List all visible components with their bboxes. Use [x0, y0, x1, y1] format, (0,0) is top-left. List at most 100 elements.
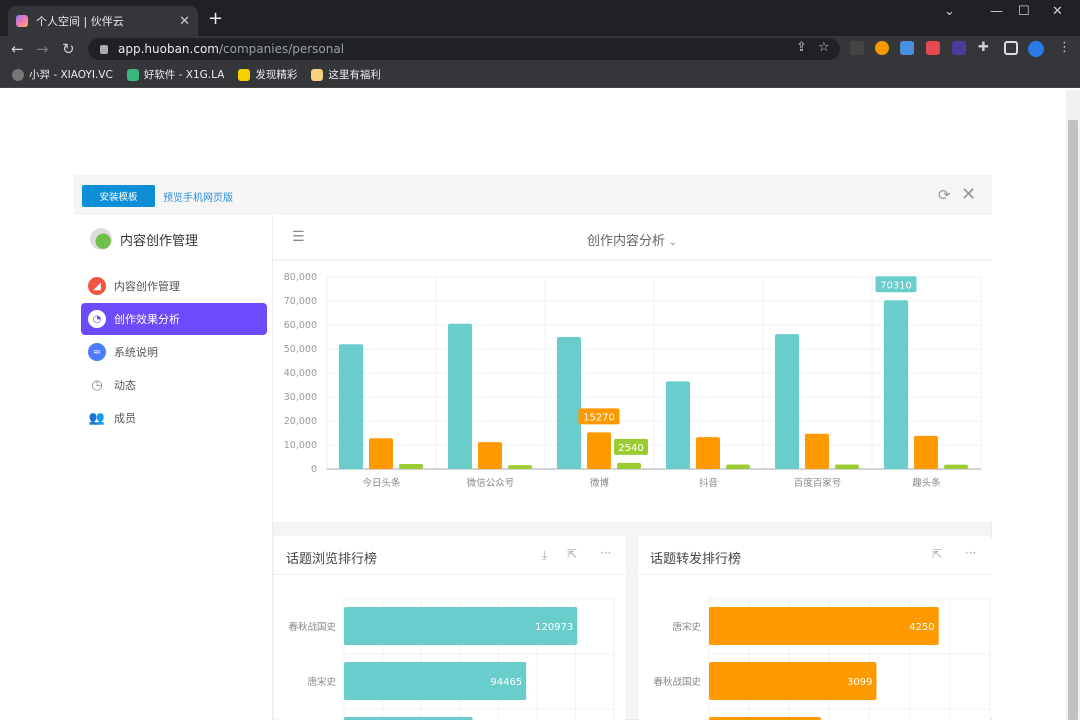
bar — [557, 337, 581, 469]
data-label: 120973 — [535, 622, 573, 633]
close-icon[interactable]: ✕ — [961, 184, 977, 205]
more-options-icon[interactable]: ··· — [965, 546, 977, 560]
folder-icon — [311, 68, 324, 81]
timer-extension-icon[interactable] — [875, 41, 889, 55]
scrollbar-thumb[interactable] — [1068, 120, 1078, 720]
bar — [709, 662, 877, 700]
horizontal-bar-chart: 唐宋史 4250 春秋战国史 3099 — [653, 598, 991, 720]
bar — [508, 465, 532, 469]
minimize-button[interactable]: — — [990, 4, 1003, 19]
more-options-icon[interactable]: ··· — [600, 546, 612, 560]
bookmark-item[interactable]: 发现精彩 — [238, 67, 297, 82]
sidebar-item[interactable]: ◢ 内容创作管理 — [81, 270, 267, 302]
profile-avatar[interactable] — [1028, 41, 1044, 57]
sidebar-item-label: 系统说明 — [114, 346, 158, 359]
add-extension-icon[interactable] — [952, 41, 966, 55]
extensions-puzzle-icon[interactable]: ✚ — [978, 40, 989, 55]
address-bar[interactable]: app.huoban.com/companies/personal — [88, 38, 840, 60]
data-label: 3099 — [847, 677, 872, 688]
bar — [617, 462, 641, 469]
bar — [696, 437, 720, 469]
bar — [884, 300, 908, 469]
data-label-bg — [614, 438, 648, 455]
y-tick-label: 70,000 — [284, 296, 317, 307]
close-tab-icon[interactable]: ✕ — [179, 13, 190, 29]
hamburger-menu-icon[interactable]: ☰ — [292, 229, 305, 245]
open-external-icon[interactable]: ⇱ — [567, 547, 578, 561]
card-title: 话题浏览排行榜 — [286, 552, 378, 567]
bar — [399, 463, 423, 469]
bookmark-favicon-icon — [238, 68, 251, 81]
printer-extension-icon[interactable] — [926, 41, 940, 55]
x-tick-label: 微博 — [590, 477, 610, 489]
topic-shares-card: 话题转发排行榜 ⇱ ··· 唐宋史 4250 春秋战国史 3099 — [638, 536, 992, 720]
browser-tab[interactable]: 个人空间 | 伙伴云 ✕ — [8, 6, 198, 36]
bar — [339, 344, 363, 469]
sidebar — [74, 215, 273, 720]
tab-title: 个人空间 | 伙伴云 — [36, 15, 124, 28]
extension-icon[interactable] — [850, 41, 864, 55]
sidebar-item[interactable]: ◔ 创作效果分析 — [81, 303, 267, 335]
refresh-icon[interactable]: ⟳ — [938, 186, 951, 204]
bookmark-item[interactable]: 这里有福利 — [311, 67, 381, 82]
bar — [344, 607, 578, 645]
bookmark-label: 发现精彩 — [255, 69, 298, 81]
main-header — [273, 215, 992, 260]
column-chart: 0 10,000 20,000 30,000 40,000 50,000 60,000 70,… — [284, 272, 982, 489]
app-header: 内容创作管理 — [90, 228, 198, 250]
bar — [805, 433, 829, 469]
divider — [274, 574, 626, 575]
data-label: 4250 — [909, 622, 934, 633]
dashboard-selector[interactable]: 创作内容分析 ⌄ — [587, 230, 677, 249]
horizontal-bar-chart: 春秋战国史 120973 唐宋史 94465 — [288, 598, 615, 720]
topic-views-card: 话题浏览排行榜 ⤓ ⇱ ··· 春秋战国史 120973 唐宋史 94465 — [274, 536, 626, 720]
bar — [835, 464, 859, 469]
x-tick-label: 微信公众号 — [467, 477, 515, 489]
bookmark-star-icon[interactable]: ☆ — [818, 40, 830, 55]
y-tick-label: 30,000 — [284, 392, 317, 403]
bar — [344, 662, 527, 700]
maximize-button[interactable]: ☐ — [1018, 4, 1030, 19]
lock-icon — [100, 44, 108, 54]
bar — [944, 464, 968, 469]
chevron-down-icon: ⌄ — [669, 238, 677, 248]
forward-button[interactable]: → — [36, 40, 49, 58]
bookmark-label: 小羿 - XIAOYI.VC — [29, 69, 113, 81]
back-button[interactable]: ← — [11, 40, 24, 58]
bar — [478, 442, 502, 469]
sidebar-item[interactable]: 👥 成员 — [81, 402, 267, 434]
sidebar-item-label: 创作效果分析 — [114, 313, 180, 326]
bar — [914, 435, 938, 469]
sidebar-item-label: 动态 — [114, 379, 136, 392]
sidebar-item[interactable]: ◷ 动态 — [81, 369, 267, 401]
bookmark-favicon-icon — [12, 68, 24, 81]
preview-mobile-link[interactable]: 预览手机网页版 — [163, 193, 233, 204]
category-label: 春秋战国史 — [653, 676, 701, 688]
open-external-icon[interactable]: ⇱ — [932, 547, 943, 561]
bar — [369, 438, 393, 469]
sidebar-item[interactable]: ≈ 系统说明 — [81, 336, 267, 368]
reload-button[interactable]: ↻ — [62, 40, 75, 58]
new-tab-button[interactable]: + — [208, 8, 224, 29]
line-chart-icon: ≈ — [88, 343, 106, 361]
url-host: app.huoban.com — [118, 42, 219, 56]
bar — [587, 432, 611, 469]
download-icon[interactable]: ⤓ — [542, 548, 548, 562]
side-panel-icon[interactable] — [1004, 41, 1018, 55]
data-label: 2540 — [618, 443, 643, 454]
bookmark-item[interactable]: 小羿 - XIAOYI.VC — [12, 67, 113, 82]
clock-icon: ◷ — [91, 377, 103, 393]
bar — [666, 381, 690, 469]
plus-extension-icon[interactable] — [900, 41, 914, 55]
menu-dots-icon[interactable]: ⋮ — [1058, 40, 1071, 55]
install-template-button[interactable]: 安装模板 — [82, 185, 155, 207]
close-window-button[interactable]: ✕ — [1052, 4, 1063, 19]
bookmark-item[interactable]: 好软件 - X1G.LA — [126, 67, 224, 82]
chart-area-icon: ◢ — [88, 277, 106, 295]
share-icon[interactable]: ⇪ — [796, 40, 807, 55]
bookmarks-bar: 小羿 - XIAOYI.VC 好软件 - X1G.LA 发现精彩 这里有福利 — [0, 62, 1080, 88]
x-tick-label: 今日头条 — [362, 477, 401, 489]
bar — [448, 323, 472, 469]
y-tick-label: 60,000 — [284, 320, 317, 331]
tab-search-icon[interactable]: ⌄ — [944, 4, 955, 19]
